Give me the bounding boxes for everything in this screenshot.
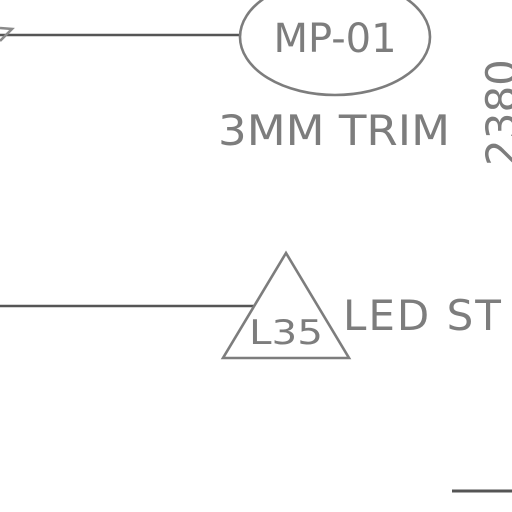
material-tag-description: 3MM TRIM [218, 106, 450, 155]
material-tag-ellipse [238, 0, 432, 97]
mp-01-leader [0, 26, 240, 42]
material-tag-mp-01: MP-01 [238, 0, 432, 97]
lighting-tag-description: LED ST [343, 291, 503, 340]
dimension-value: 2380 [477, 59, 512, 166]
lighting-tag-code: L35 [249, 313, 323, 353]
material-tag-code: MP-01 [273, 16, 396, 62]
lighting-tag-triangle [220, 250, 352, 360]
arrowhead-icon [0, 26, 15, 42]
lighting-tag-l35: L35 [220, 250, 352, 360]
